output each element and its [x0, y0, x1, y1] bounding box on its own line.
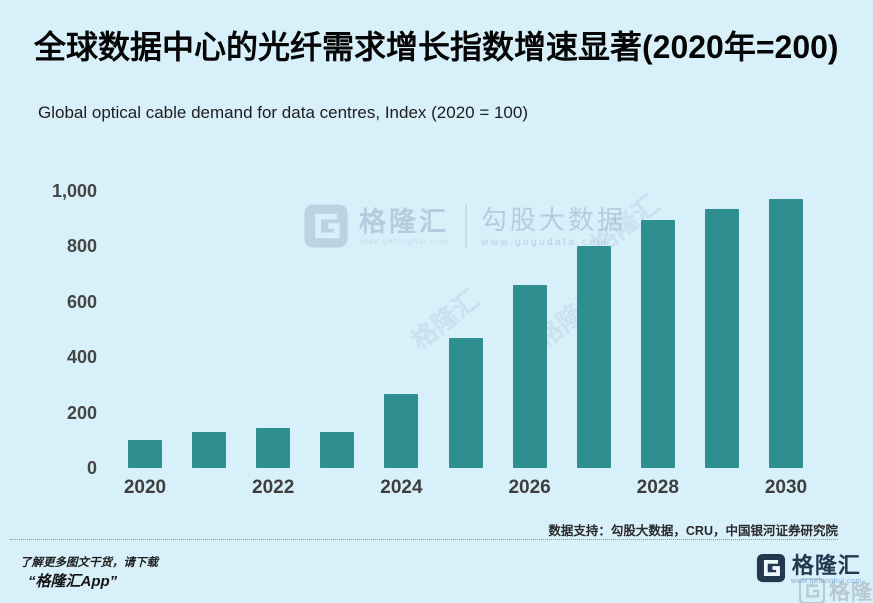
bar-2028 — [640, 219, 675, 468]
bar-2023 — [320, 431, 355, 468]
x-tick-label: 2024 — [380, 477, 423, 498]
y-tick-label: 200 — [66, 402, 97, 423]
footer-divider — [10, 539, 838, 540]
chart-subtitle: Global optical cable demand for data cen… — [38, 103, 529, 122]
bar-2029 — [704, 208, 739, 468]
center-watermark: 格隆汇 www.gelonghui.com 勾股大数据 www.gogudata… — [303, 203, 626, 249]
bar-2024 — [384, 394, 419, 468]
ghost-logo-watermark: 格隆汇 — [799, 576, 873, 603]
promo-text-line1: 了解更多图文干货，请下载 — [20, 557, 158, 569]
bar-2025 — [448, 337, 483, 468]
bar-2020 — [128, 440, 162, 468]
y-tick-label: 400 — [66, 347, 97, 367]
watermark-brand-text: 格隆汇 — [359, 206, 449, 237]
y-tick-label: 0 — [86, 458, 97, 478]
y-tick-label: 600 — [66, 291, 97, 312]
bar-2021 — [192, 431, 227, 468]
x-tick-label: 2020 — [123, 477, 167, 498]
x-tick-label: 2026 — [508, 477, 551, 498]
watermark-brand: 格隆汇 www.gelonghui.com — [359, 207, 449, 246]
chart-title: 全球数据中心的光纤需求增长指数增速显著(2020年=200) — [34, 29, 839, 65]
watermark-divider — [465, 204, 467, 248]
ghost-brand-text: 格隆汇 — [829, 581, 873, 603]
bar-2027 — [576, 246, 611, 468]
gelonghui-logo-icon — [799, 578, 825, 603]
promo-text-line2: “格隆汇App” — [28, 573, 118, 590]
bar-2022 — [256, 427, 291, 468]
footer-brand-url: www.gelonghui.com — [791, 578, 862, 585]
x-tick-label: 2022 — [252, 477, 295, 498]
bar-2030 — [769, 198, 803, 468]
bar-chart: 格隆汇 www.gelonghui.com 勾股大数据 www.gogudata… — [0, 150, 873, 510]
x-tick-label: 2030 — [764, 477, 808, 498]
bar-2026 — [512, 284, 547, 468]
footer-logo: 格隆汇 www.gelonghui.com — [756, 553, 862, 585]
x-tick-label: 2028 — [636, 477, 679, 498]
gelonghui-logo-icon — [756, 553, 786, 583]
footer-brand-text: 格隆汇 — [791, 553, 861, 578]
y-tick-label: 800 — [66, 236, 97, 256]
watermark-brand-url: www.gelonghui.com — [359, 236, 449, 246]
gelonghui-logo-icon — [304, 204, 348, 248]
y-tick-label: 1,000 — [51, 180, 97, 201]
source-note: 数据支持：勾股大数据，CRU，中国银河证券研究院 — [548, 524, 838, 538]
